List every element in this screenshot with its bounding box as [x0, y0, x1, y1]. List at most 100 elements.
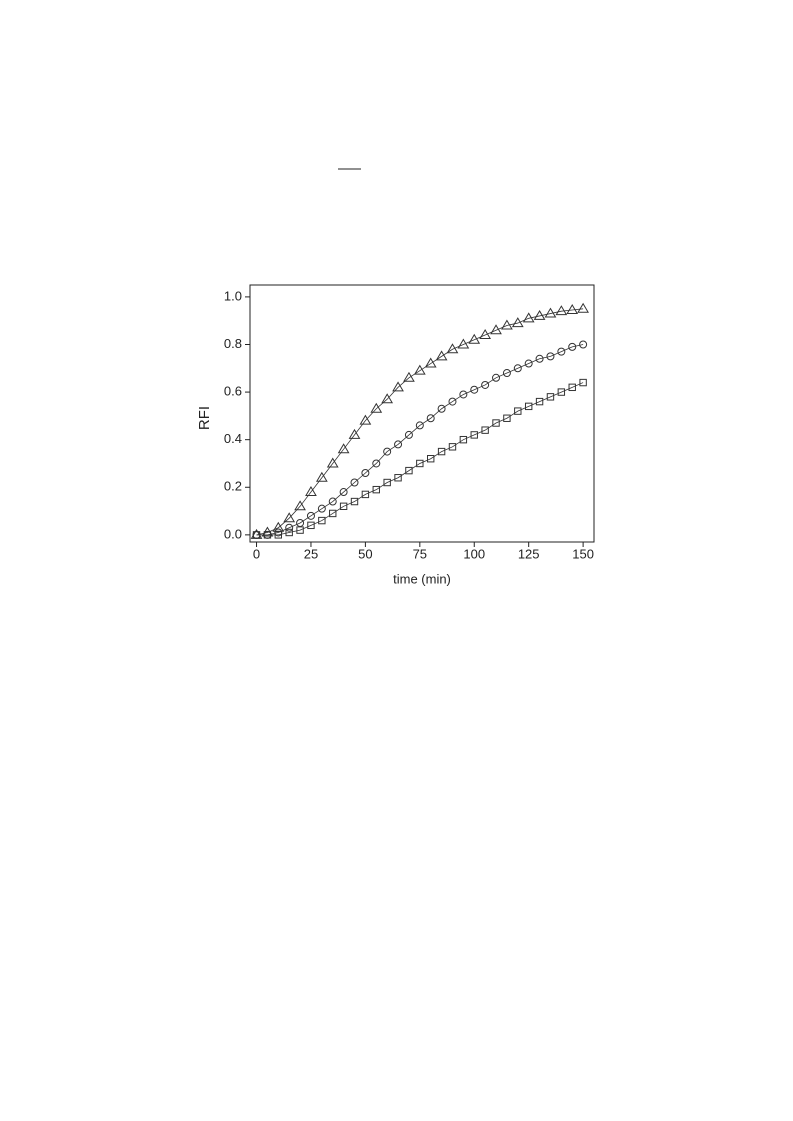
square-marker — [329, 509, 337, 518]
square-marker — [285, 528, 293, 537]
circle-marker — [383, 447, 392, 456]
circle-marker — [448, 397, 457, 406]
circle-marker — [513, 364, 522, 373]
x-tick-label: 75 — [413, 546, 427, 561]
triangle-marker — [533, 309, 546, 320]
square-marker — [263, 531, 272, 539]
circle-marker — [557, 347, 566, 356]
circle-marker — [306, 511, 315, 520]
triangle-marker — [490, 324, 502, 335]
circle-marker — [361, 468, 370, 477]
circle-marker — [492, 373, 501, 382]
triangle-marker — [577, 302, 589, 313]
y-tick-label: 0.8 — [224, 336, 242, 351]
fit-line — [256, 344, 584, 536]
square-marker — [372, 485, 380, 494]
triangle-marker — [435, 350, 448, 361]
circle-marker — [502, 369, 511, 378]
triangle-marker — [446, 343, 459, 354]
triangle-marker — [370, 402, 383, 413]
square-marker — [416, 459, 424, 468]
y-tick-label: 1.0 — [224, 288, 242, 303]
y-tick-label: 0.4 — [224, 431, 242, 446]
square-marker — [427, 455, 435, 463]
triangle-marker — [522, 312, 535, 323]
circle-marker — [546, 352, 555, 361]
triangle-marker — [501, 319, 513, 330]
triangle-marker — [348, 428, 361, 439]
triangle-marker — [294, 500, 306, 511]
x-tick-label: 0 — [253, 546, 260, 561]
square-marker — [394, 474, 402, 482]
triangle-marker — [359, 414, 372, 425]
square-marker — [557, 388, 566, 396]
circle-marker — [524, 359, 533, 368]
x-tick-label: 50 — [358, 546, 372, 561]
square-marker — [470, 431, 478, 439]
circle-marker — [579, 340, 588, 349]
square-marker — [296, 526, 304, 534]
x-tick-label: 25 — [304, 546, 318, 561]
circle-marker — [535, 354, 544, 363]
circle-marker — [481, 380, 490, 389]
triangle-marker — [326, 457, 339, 468]
square-marker — [503, 414, 511, 422]
circle-marker — [394, 440, 403, 449]
triangle-marker — [392, 381, 404, 392]
triangle-marker — [283, 512, 296, 523]
square-marker — [448, 443, 457, 451]
triangle-marker — [457, 338, 470, 349]
square-marker — [405, 466, 413, 475]
fit-line — [256, 382, 584, 536]
square-marker — [546, 393, 555, 401]
circle-marker — [415, 421, 424, 430]
x-axis-label: time (min) — [393, 571, 451, 586]
circle-marker — [404, 430, 413, 439]
plot-frame — [249, 284, 595, 543]
triangle-marker — [468, 333, 481, 344]
triangle-marker — [305, 486, 317, 497]
circle-marker — [317, 504, 326, 513]
square-marker — [339, 502, 348, 511]
square-marker — [318, 516, 326, 525]
x-tick-label: 125 — [518, 546, 540, 561]
square-marker — [535, 397, 544, 406]
circle-marker — [372, 459, 381, 468]
y-axis-label: RFI — [196, 406, 213, 430]
square-marker — [524, 402, 533, 411]
square-marker — [383, 478, 391, 487]
triangle-marker — [381, 393, 394, 404]
circle-marker — [437, 404, 446, 413]
triangle-marker — [555, 305, 568, 316]
triangle-marker — [403, 371, 415, 382]
y-tick-label: 0.6 — [224, 384, 242, 399]
square-marker — [579, 378, 587, 387]
circle-marker — [426, 414, 435, 423]
square-marker — [437, 447, 446, 456]
y-tick-label: 0.2 — [224, 479, 242, 494]
circle-marker — [350, 478, 359, 487]
circle-marker — [568, 342, 577, 351]
triangle-marker — [479, 328, 492, 339]
x-tick-label: 150 — [572, 546, 594, 561]
square-marker — [568, 383, 576, 392]
square-marker — [514, 407, 522, 415]
triangle-marker — [413, 364, 426, 375]
square-marker — [274, 531, 283, 539]
triangle-marker — [511, 317, 524, 328]
circle-marker — [328, 497, 337, 506]
x-tick-label: 100 — [463, 546, 485, 561]
triangle-marker — [544, 307, 557, 318]
triangle-marker — [315, 471, 328, 482]
triangle-marker — [272, 521, 285, 532]
triangle-marker — [566, 303, 579, 314]
fit-line — [256, 308, 584, 536]
circle-marker — [339, 488, 348, 497]
square-marker — [361, 490, 370, 499]
square-marker — [307, 521, 315, 530]
circle-marker — [470, 385, 479, 394]
y-tick-label: 0.0 — [224, 526, 242, 541]
triangle-marker — [337, 443, 350, 454]
